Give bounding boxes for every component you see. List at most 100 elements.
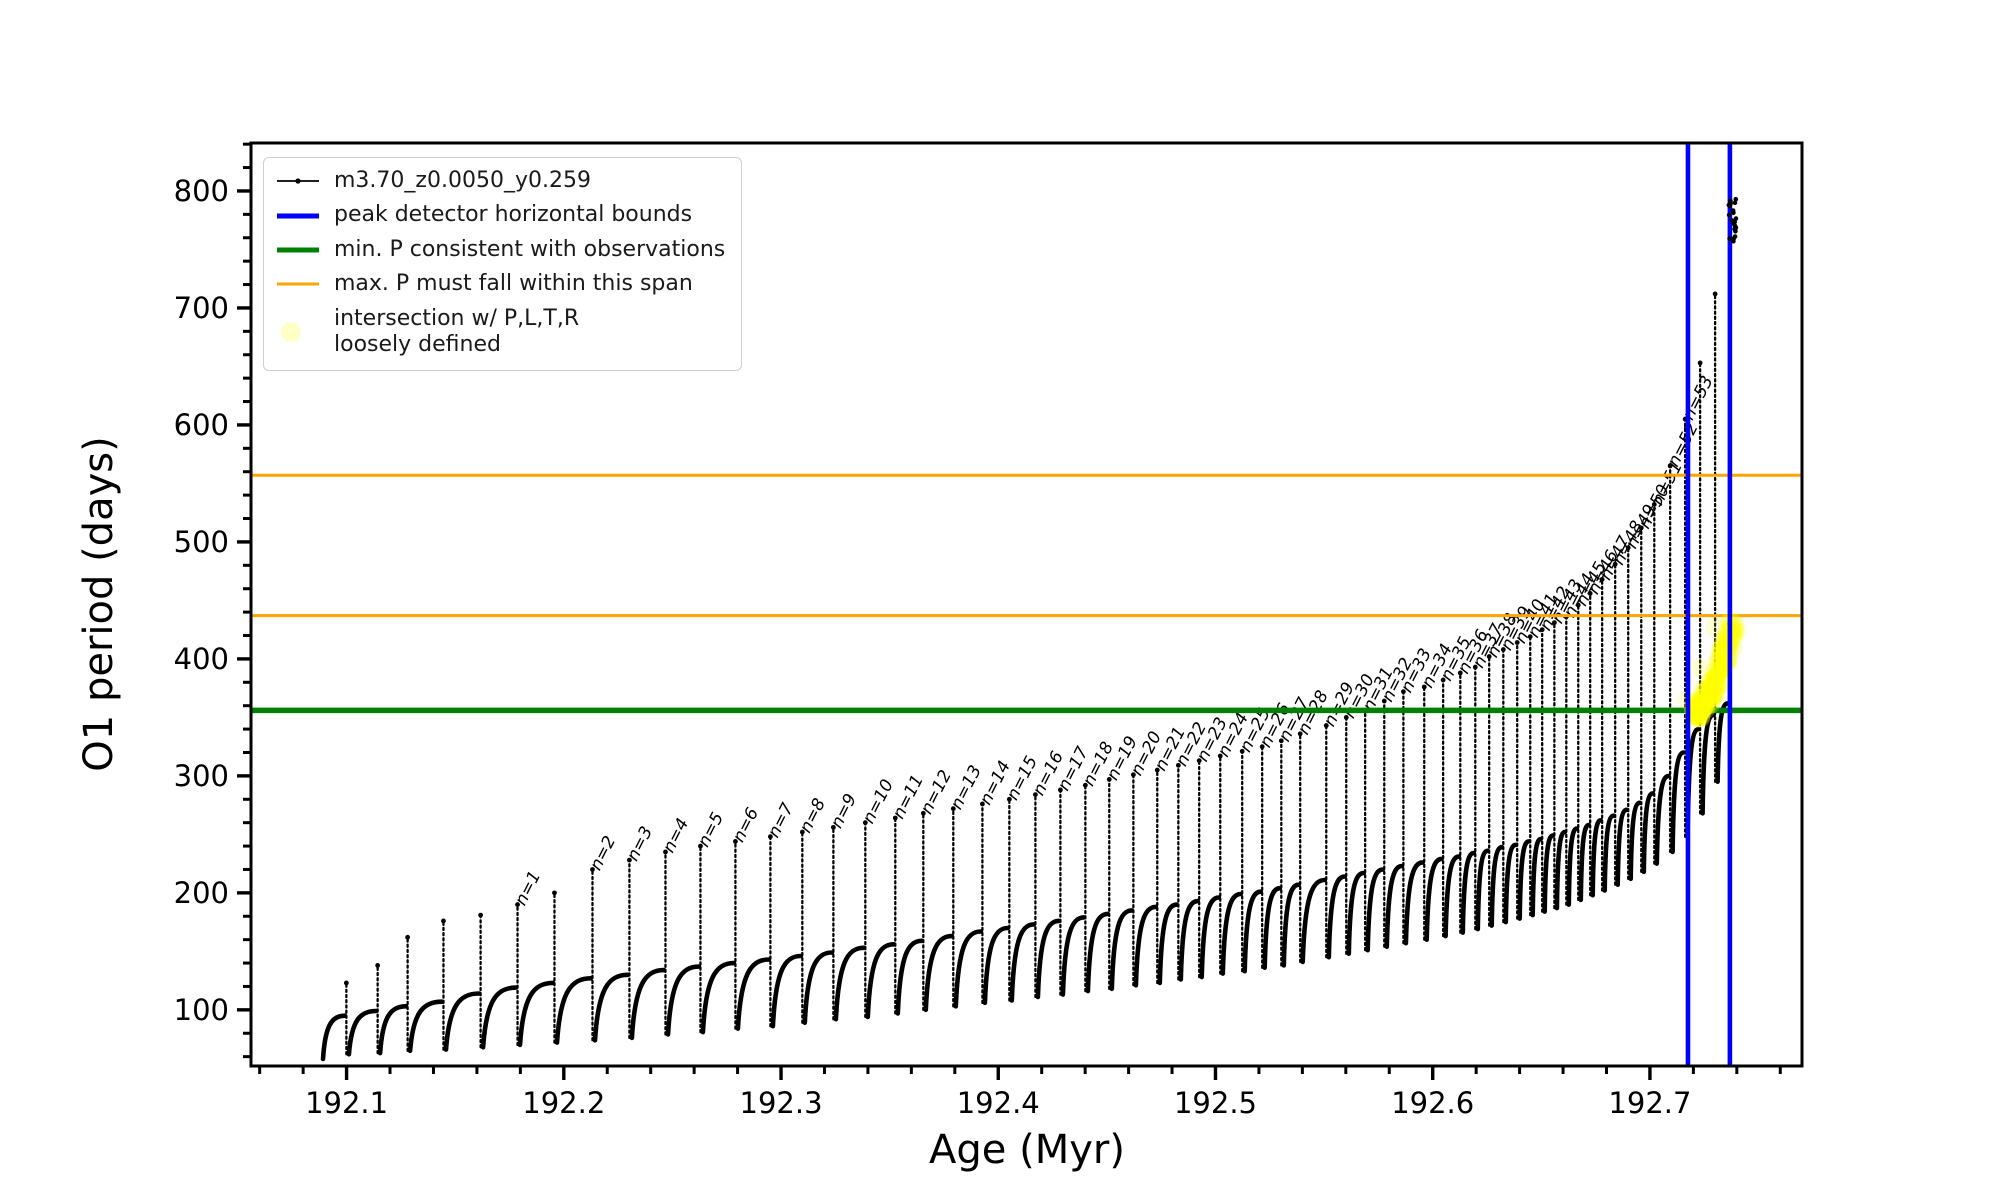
pulse-peak-dot xyxy=(1057,787,1063,793)
intersection-point xyxy=(1702,695,1720,714)
intersection-point xyxy=(1712,637,1731,656)
reference-hlines-layer xyxy=(251,473,1802,714)
intersection-point xyxy=(1698,697,1717,716)
intersection-point xyxy=(1702,678,1720,697)
legend-line-icon xyxy=(277,178,319,184)
intersection-point xyxy=(1705,671,1724,690)
intersection-point xyxy=(1705,668,1724,687)
intersection-point xyxy=(1702,682,1721,701)
interpulse-arch xyxy=(1542,833,1556,914)
pulse-number-annotation: n=53 xyxy=(1679,373,1718,424)
interpulse-arch xyxy=(895,938,925,1016)
legend-marker-icon xyxy=(281,321,301,342)
intersection-point xyxy=(1696,689,1715,708)
interpulse-arch xyxy=(1403,860,1425,946)
pulse-peak-dot xyxy=(980,801,985,807)
interpulse-arch xyxy=(700,960,737,1035)
high-period-point xyxy=(1733,216,1739,221)
interpulse-arch xyxy=(443,991,482,1052)
intersection-point xyxy=(1706,686,1725,705)
intersection-point xyxy=(1692,709,1711,728)
pulse-number-annotation: n=9 xyxy=(827,791,861,832)
pulse-peak-dot xyxy=(1343,714,1349,720)
intersection-point xyxy=(1686,696,1705,715)
intersection-point xyxy=(1701,672,1719,691)
interpulse-arch xyxy=(1489,844,1505,928)
intersection-point xyxy=(1700,684,1719,703)
intersection-point xyxy=(1690,696,1709,715)
interpulse-arch xyxy=(1460,850,1477,935)
legend-label: max. P must fall within this span xyxy=(334,271,693,297)
pulse-peak-dot xyxy=(1196,758,1202,764)
pulse-peak-dot xyxy=(1587,590,1593,596)
legend-label: min. P consistent with observations xyxy=(334,236,726,262)
intersection-point xyxy=(1697,679,1716,698)
pulse-peak-dot xyxy=(1006,796,1012,802)
legend-row: intersection w/ P,L,T,R loosely defined xyxy=(276,306,725,359)
pulse-peak-dot xyxy=(1421,684,1427,690)
intersection-point xyxy=(1708,678,1727,697)
pulse-peak-dot xyxy=(1667,463,1673,469)
high-period-point xyxy=(1733,225,1738,231)
legend-line-icon xyxy=(277,247,319,253)
intersection-point xyxy=(1704,684,1722,703)
intersection-point xyxy=(1686,707,1705,725)
legend-line-icon xyxy=(277,282,319,286)
pulse-peak-dot xyxy=(1175,762,1181,768)
pulse-peak-dot xyxy=(698,843,703,849)
interpulse-arch xyxy=(770,953,804,1029)
high-period-point xyxy=(1732,200,1738,205)
interpulse-arch xyxy=(1178,898,1200,982)
intersection-point xyxy=(1711,661,1730,680)
pulse-peak-dot xyxy=(1381,698,1387,704)
pulse-peak-dot xyxy=(733,838,738,844)
intersection-point xyxy=(1690,695,1709,714)
interpulse-arch xyxy=(1443,854,1462,939)
intersection-point xyxy=(1702,689,1721,708)
interpulse-arch xyxy=(1009,922,1037,1003)
intersection-point xyxy=(1708,652,1726,671)
x-tick-label: 192.6 xyxy=(1391,1086,1474,1120)
intersection-point xyxy=(1691,694,1710,712)
intersection-point xyxy=(1694,694,1713,713)
intersection-point xyxy=(1706,678,1725,697)
x-tick-label: 192.4 xyxy=(957,1086,1040,1120)
intersection-point xyxy=(1697,695,1716,714)
interpulse-arch xyxy=(1590,818,1603,898)
intersection-point xyxy=(1689,689,1707,708)
pulse-peak-dot xyxy=(1612,561,1618,567)
interpulse-arch xyxy=(1384,863,1405,949)
intersection-point xyxy=(1691,693,1710,712)
pulse-number-annotation: n=4 xyxy=(659,815,693,856)
pulse-peak-dot xyxy=(950,806,956,812)
pulse-peak-dot xyxy=(1472,664,1478,670)
intersection-outlier-point xyxy=(1712,650,1732,670)
intersection-point xyxy=(1695,697,1714,716)
high-period-point xyxy=(1731,238,1736,244)
intersection-point xyxy=(1701,682,1720,701)
intersection-point xyxy=(1689,708,1708,727)
pulse-number-annotation: n=2 xyxy=(586,833,620,874)
intersection-outlier-point xyxy=(1705,617,1725,637)
interpulse-arch xyxy=(592,972,631,1043)
peak-bounds-layer xyxy=(1685,143,1733,1066)
x-tick-label: 192.5 xyxy=(1174,1086,1257,1120)
intersection-point xyxy=(1688,705,1707,724)
pulse-number-annotation: n=13 xyxy=(947,762,986,813)
intersection-point xyxy=(1690,707,1709,726)
intersection-point xyxy=(1695,693,1714,712)
interpulse-arch xyxy=(1641,791,1656,875)
interpulse-arch xyxy=(1300,877,1328,965)
intersection-point xyxy=(1688,702,1707,721)
intersection-point xyxy=(1690,704,1709,722)
pulse-peak-dot xyxy=(920,810,926,816)
high-period-point xyxy=(1727,236,1732,241)
intersection-point xyxy=(1712,662,1731,681)
interpulse-arch xyxy=(377,1004,409,1056)
pulse-peak-dot xyxy=(1712,291,1718,297)
legend-dot-marker xyxy=(295,178,301,184)
intersection-point xyxy=(1706,665,1725,684)
interpulse-arch xyxy=(1715,701,1730,784)
high-period-point xyxy=(1726,212,1732,218)
